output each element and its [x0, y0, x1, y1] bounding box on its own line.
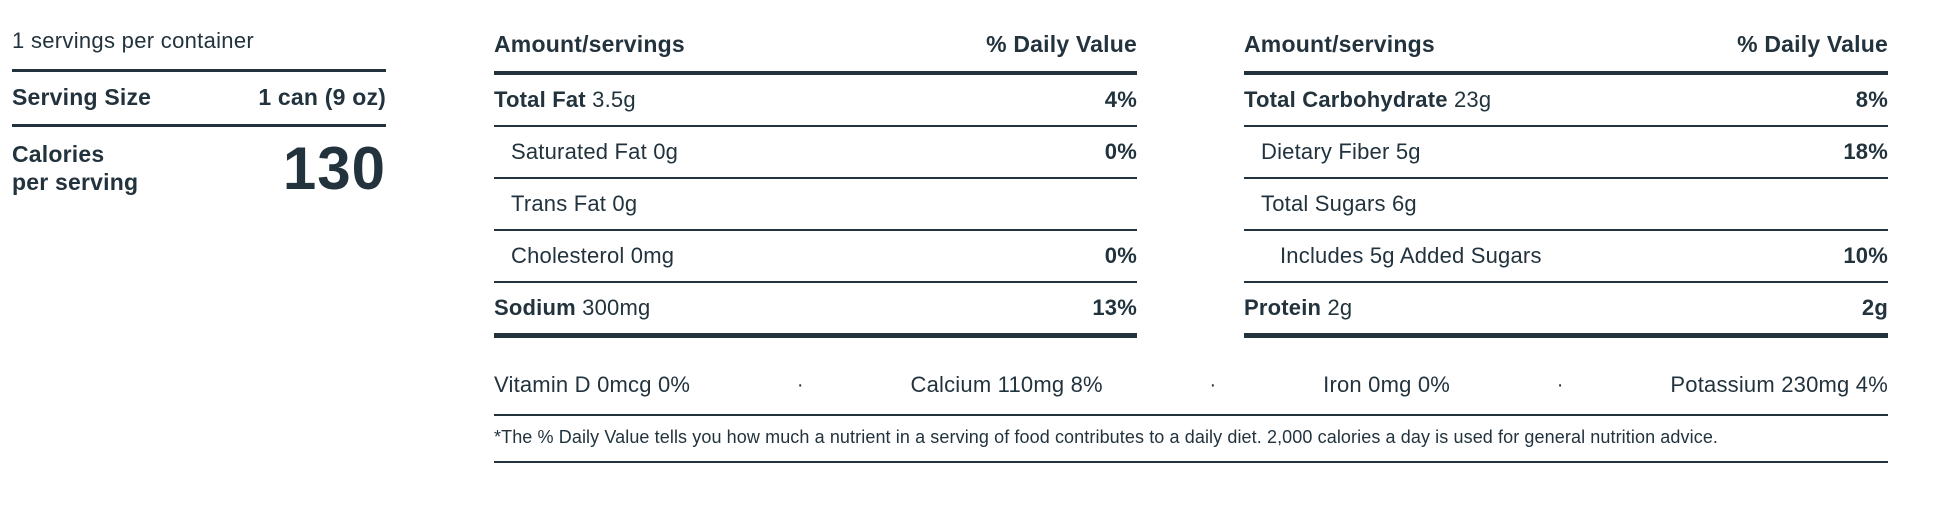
- daily-value: 0%: [1104, 139, 1137, 164]
- daily-value: 18%: [1843, 139, 1888, 164]
- daily-value-header: % Daily Value: [1737, 31, 1888, 57]
- nutrient-row-saturated-fat: Saturated Fat 0g 0%: [494, 127, 1137, 179]
- nutrient-row-trans-fat: Trans Fat 0g: [494, 179, 1137, 231]
- nutrient-column-carbs: Amount/servings % Daily Value Total Carb…: [1244, 24, 1888, 338]
- footnote-text: *The % Daily Value tells you how much a …: [494, 427, 1719, 447]
- nutrient-row-total-sugars: Total Sugars 6g: [1244, 179, 1888, 231]
- amount-servings-header: Amount/servings: [1244, 31, 1435, 57]
- daily-value-header: % Daily Value: [986, 31, 1137, 57]
- daily-value-footnote: *The % Daily Value tells you how much a …: [494, 416, 1888, 463]
- daily-value: 2g: [1861, 295, 1888, 320]
- nutrient-row-total-fat: Total Fat 3.5g 4%: [494, 75, 1137, 127]
- serving-size-row: Serving Size 1 can (9 oz): [12, 72, 386, 127]
- nutrient-row-sodium: Sodium 300mg 13%: [494, 283, 1137, 338]
- vitamin-d-value: Vitamin D 0mcg 0%: [494, 372, 691, 397]
- daily-value: 8%: [1855, 87, 1888, 112]
- nutrient-row-cholesterol: Cholesterol 0mg 0%: [494, 231, 1137, 283]
- dot-separator: ·: [796, 373, 804, 396]
- daily-value: 13%: [1092, 295, 1137, 320]
- nutrient-row-dietary-fiber: Dietary Fiber 5g 18%: [1244, 127, 1888, 179]
- serving-size-label: Serving Size: [12, 84, 152, 110]
- dot-separator: ·: [1556, 373, 1564, 396]
- servings-per-container: 1 servings per container: [12, 24, 386, 72]
- nutrient-row-total-carbohydrate: Total Carbohydrate 23g 8%: [1244, 75, 1888, 127]
- daily-value: 4%: [1104, 87, 1137, 112]
- nutrient-column-fats: Amount/servings % Daily Value Total Fat …: [494, 24, 1137, 338]
- column-header: Amount/servings % Daily Value: [1244, 24, 1888, 75]
- calories-row: Calories per serving 130: [12, 127, 386, 202]
- calories-value: 130: [282, 135, 386, 202]
- micronutrients-section: Vitamin D 0mcg 0% · Calcium 110mg 8% · I…: [494, 360, 1888, 463]
- iron-value: Iron 0mg 0%: [1323, 372, 1451, 397]
- daily-value: 0%: [1104, 243, 1137, 268]
- nutrient-row-protein: Protein 2g 2g: [1244, 283, 1888, 338]
- micronutrients-row: Vitamin D 0mcg 0% · Calcium 110mg 8% · I…: [494, 360, 1888, 416]
- calcium-value: Calcium 110mg 8%: [910, 372, 1103, 397]
- serving-size-value: 1 can (9 oz): [258, 84, 386, 110]
- amount-servings-header: Amount/servings: [494, 31, 685, 57]
- calories-label: Calories per serving: [12, 141, 139, 195]
- daily-value: 10%: [1843, 243, 1888, 268]
- serving-info-panel: 1 servings per container Serving Size 1 …: [12, 24, 386, 202]
- nutrient-row-added-sugars: Includes 5g Added Sugars 10%: [1244, 231, 1888, 283]
- dot-separator: ·: [1209, 373, 1217, 396]
- potassium-value: Potassium 230mg 4%: [1670, 372, 1888, 397]
- column-header: Amount/servings % Daily Value: [494, 24, 1137, 75]
